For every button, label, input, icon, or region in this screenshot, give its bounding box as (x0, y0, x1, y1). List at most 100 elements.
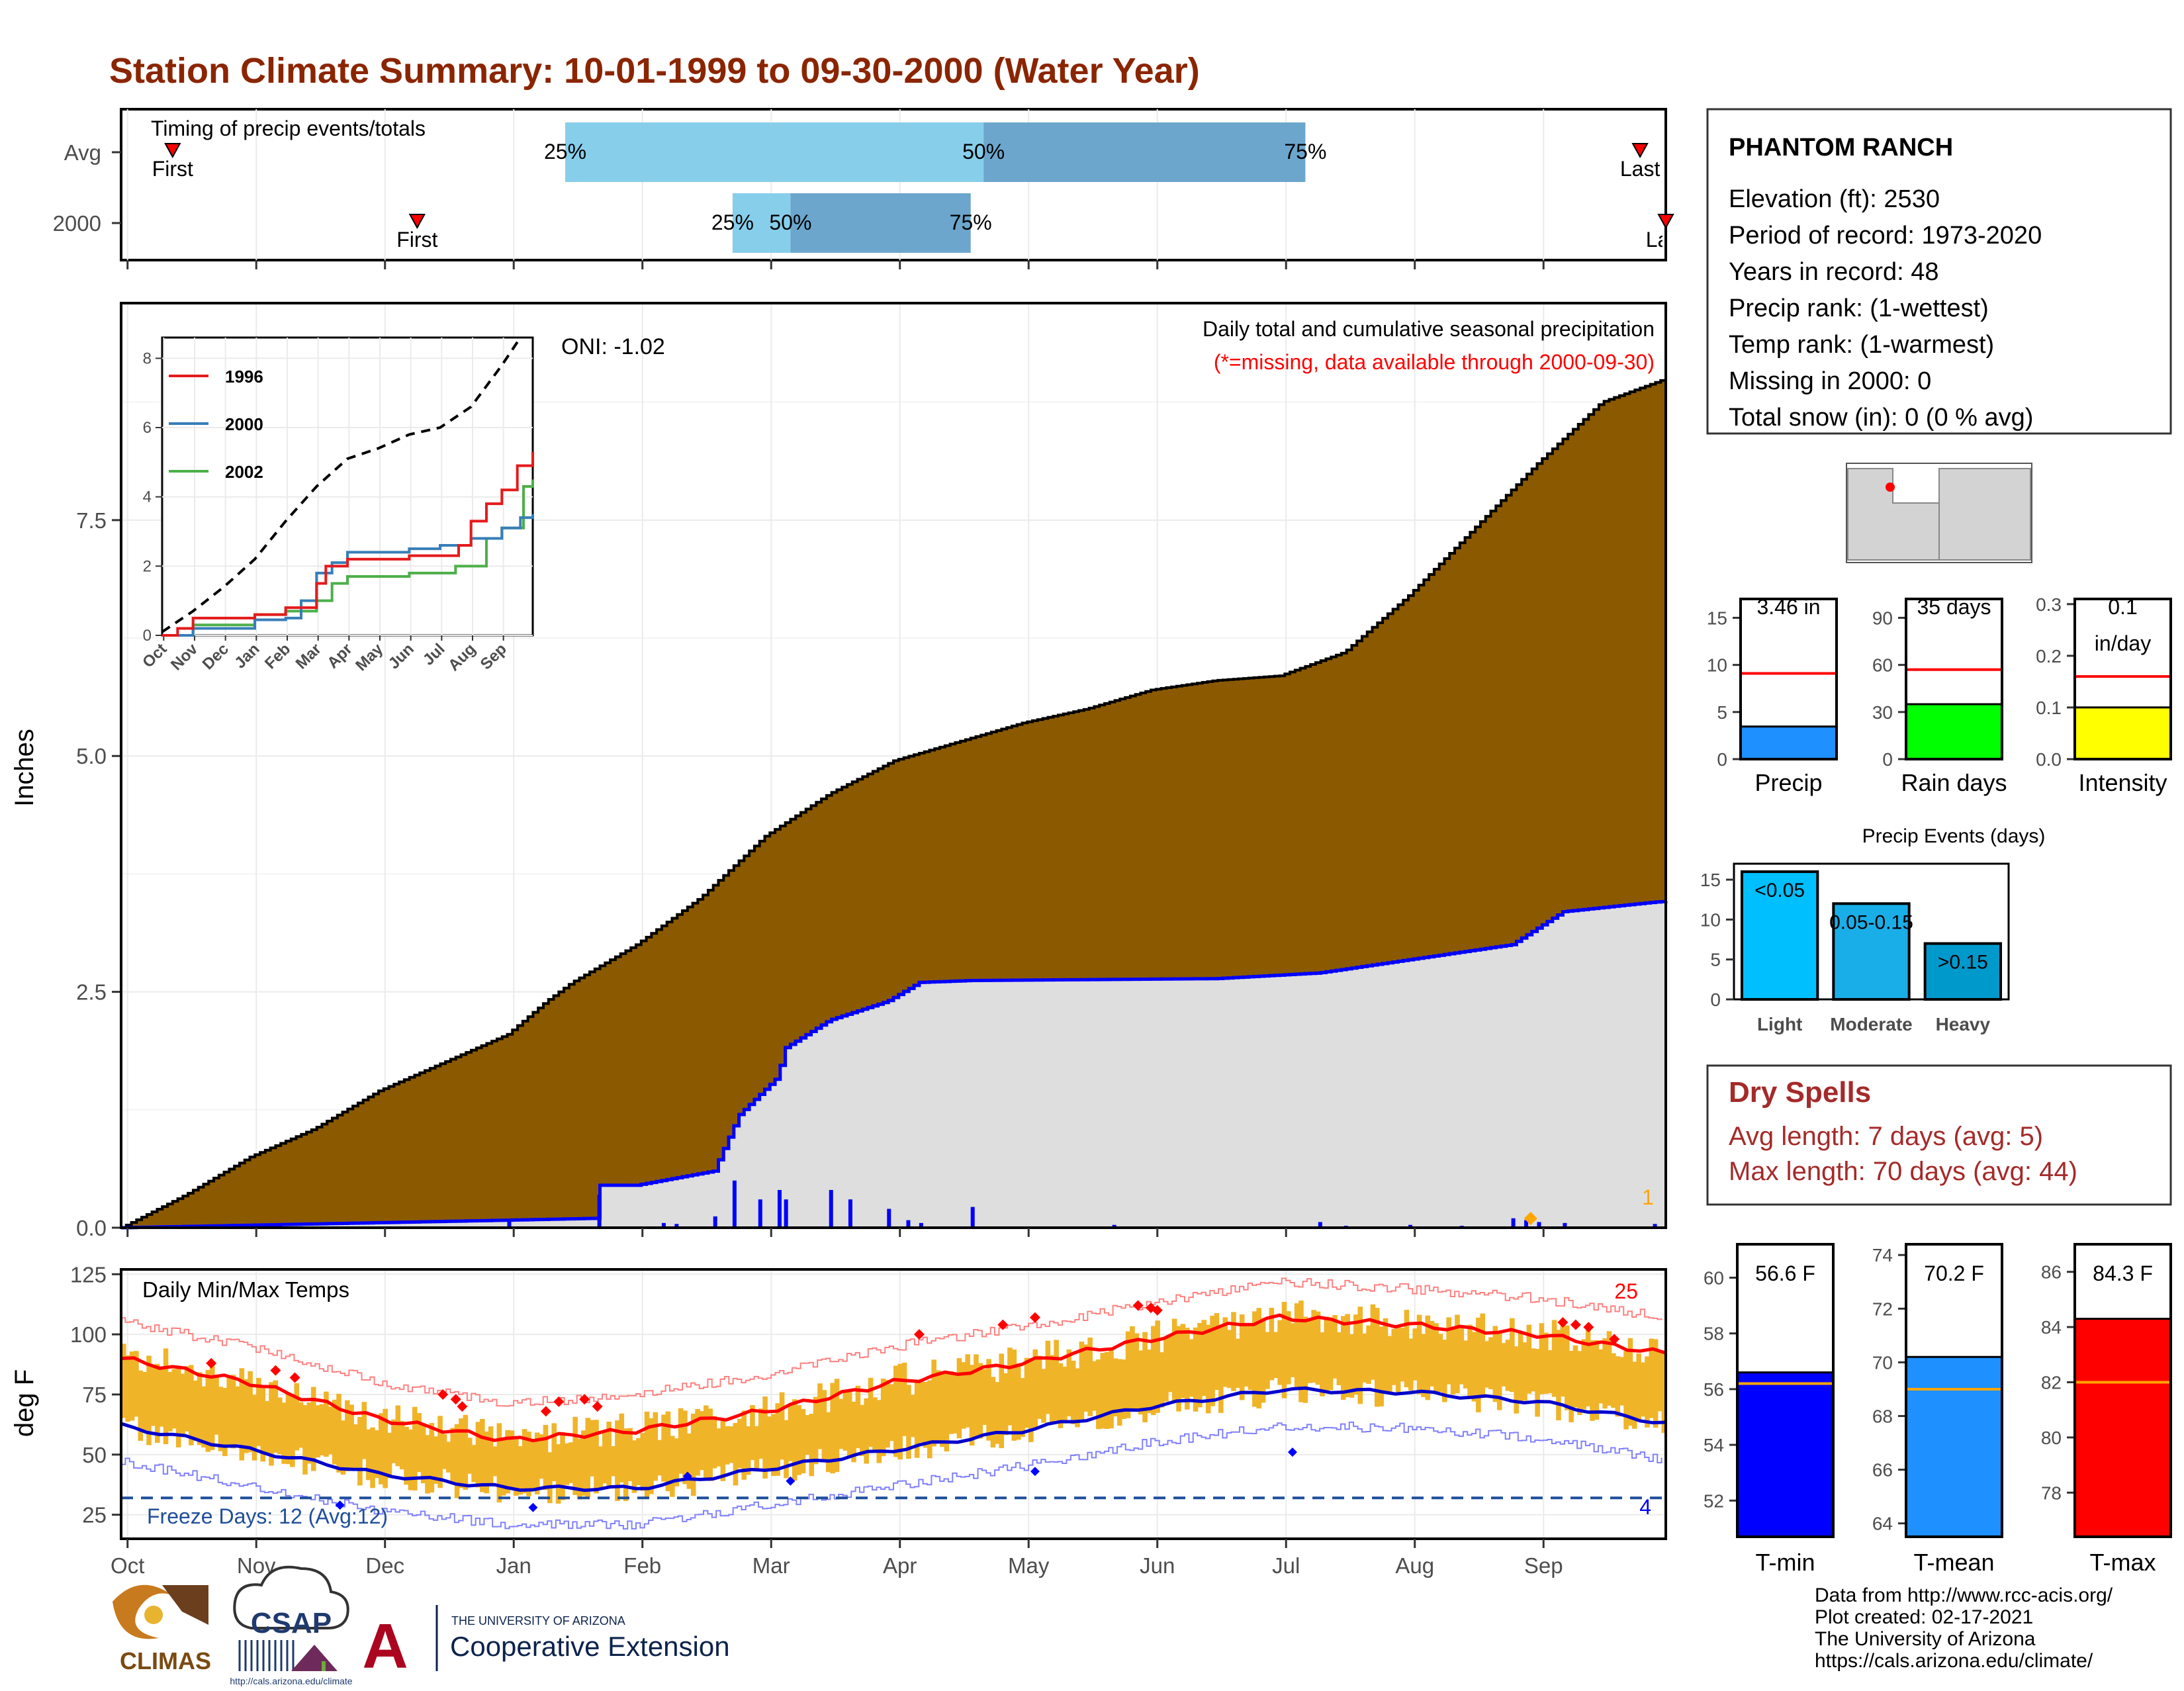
daily-precip-bar (732, 1180, 737, 1228)
temp-bar-ytick-label: 56 (1704, 1379, 1724, 1400)
daily-temp-bar (564, 1443, 570, 1485)
climas-logo-text: CLIMAS (120, 1647, 211, 1674)
daily-precip-bar (674, 1224, 679, 1228)
daily-temp-bar (1627, 1338, 1633, 1426)
temp-bar-border (2073, 1243, 2172, 1538)
csap-cloud (233, 1565, 349, 1629)
daily-temp-bar (724, 1426, 730, 1465)
daily-temp-bar (1248, 1324, 1253, 1391)
daily-temp-bar (1433, 1323, 1439, 1392)
record-low-marker (335, 1500, 345, 1510)
daily-temp-bar (754, 1426, 760, 1469)
month-tick-label: Jan (496, 1553, 531, 1578)
daily-temp-bar (134, 1351, 139, 1417)
daily-temp-bar (640, 1433, 645, 1491)
daily-temp-bar (1412, 1328, 1418, 1381)
station-info-line: Total snow (in): 0 (0 % avg) (1729, 404, 2033, 432)
daily-temp-bar (1551, 1320, 1557, 1397)
dry-spells-box (1706, 1064, 2172, 1206)
daily-temp-bar (471, 1445, 477, 1483)
daily-temp-bar (256, 1377, 261, 1446)
precip-panel-border (120, 302, 1667, 1229)
daily-temp-bar (1459, 1328, 1465, 1385)
daily-temp-bar (649, 1418, 654, 1494)
daily-temp-bar (615, 1420, 620, 1501)
tmin-avg-line (120, 1386, 1666, 1492)
daily-temp-bar (1197, 1323, 1203, 1408)
ua-bottom-text: Cooperative Extension (450, 1631, 730, 1662)
dry-spells-max: Max length: 70 days (avg: 44) (1729, 1157, 2077, 1186)
daily-precip-bar (758, 1199, 762, 1228)
daily-temp-bar (1518, 1332, 1524, 1404)
daily-temp-bar (277, 1397, 283, 1455)
daily-temp-bar (387, 1432, 392, 1479)
daily-precip-bar (1537, 1222, 1541, 1228)
precip-missing-note: (*=missing, data available through 2000-… (1214, 350, 1655, 374)
daily-temp-bar (817, 1383, 823, 1449)
record-low-marker (1030, 1467, 1040, 1477)
daily-temp-bar (1281, 1302, 1287, 1398)
summary-ytick-label: 0.2 (2036, 646, 2062, 666)
daily-temp-bar (576, 1438, 582, 1500)
record-high-marker (913, 1329, 925, 1340)
tmax-avg-line (120, 1313, 1666, 1443)
timing-row-label: Avg (64, 140, 101, 165)
daily-temp-bar (995, 1382, 1000, 1444)
daily-temp-bar (214, 1375, 219, 1435)
daily-temp-bar (1361, 1333, 1367, 1383)
dry-spells-title: Dry Spells (1729, 1076, 1871, 1109)
daily-temp-bar (1640, 1362, 1646, 1417)
daily-temp-bar (788, 1403, 794, 1461)
station-info-line: Missing in 2000: 0 (1729, 367, 1931, 395)
daily-temp-bar (1645, 1356, 1650, 1428)
daily-temp-bar (1121, 1359, 1126, 1419)
record-high-marker (592, 1401, 603, 1412)
daily-temp-bar (935, 1370, 941, 1444)
daily-temp-bar (420, 1424, 426, 1484)
daily-temp-bar (530, 1440, 536, 1490)
daily-temp-bar (1113, 1358, 1118, 1417)
daily-precip-bar (777, 1189, 782, 1228)
daily-temp-bar (846, 1391, 852, 1457)
temp-bar-label: T-min (1756, 1549, 1815, 1576)
daily-temp-bar (868, 1377, 874, 1447)
daily-temp-bar (1311, 1310, 1316, 1383)
daily-temp-bar (1391, 1328, 1397, 1385)
daily-temp-bar (1514, 1346, 1520, 1414)
daily-temp-bar (306, 1402, 312, 1464)
station-info-box (1706, 108, 2172, 435)
daily-temp-bar (159, 1369, 164, 1427)
daily-temp-bar (146, 1355, 152, 1445)
daily-temp-bar (901, 1362, 907, 1436)
daily-temp-bar (1214, 1313, 1220, 1391)
daily-temp-bar (1590, 1340, 1595, 1421)
daily-temp-bar (1320, 1332, 1325, 1396)
daily-temp-bar (704, 1405, 709, 1481)
daily-temp-bar (379, 1413, 384, 1485)
daily-temp-bar (492, 1446, 498, 1477)
timing-bar-25-50 (565, 122, 984, 182)
daily-precip-bar (661, 1222, 666, 1228)
daily-precip-bar (970, 1207, 975, 1228)
daily-temp-bar (1146, 1349, 1152, 1414)
daily-temp-bar (1379, 1326, 1384, 1406)
daily-precip-bar (1511, 1218, 1516, 1228)
daily-temp-bar (171, 1369, 177, 1429)
last-event-label: Last (1620, 157, 1661, 181)
record-high-marker (437, 1389, 449, 1400)
daily-temp-bar (285, 1393, 291, 1465)
daily-temp-bar (1484, 1341, 1490, 1388)
csap-logo: CSAP http://cals.arizona.edu/climate (230, 1565, 353, 1686)
daily-precip-bar (829, 1189, 833, 1228)
temp-caption: Daily Min/Max Temps (142, 1277, 349, 1302)
daily-temp-bar (766, 1416, 772, 1469)
daily-temp-bar (1260, 1318, 1266, 1403)
daily-temp-bar (522, 1429, 527, 1494)
daily-temp-bar (872, 1397, 878, 1450)
daily-temp-bar (1024, 1357, 1030, 1428)
daily-temp-bar (1116, 1359, 1122, 1426)
daily-precip-bar (848, 1199, 852, 1228)
record-high-marker (289, 1372, 300, 1383)
temp-bar-ytick-label: 64 (1872, 1514, 1893, 1534)
daily-temp-bar (1395, 1326, 1401, 1393)
